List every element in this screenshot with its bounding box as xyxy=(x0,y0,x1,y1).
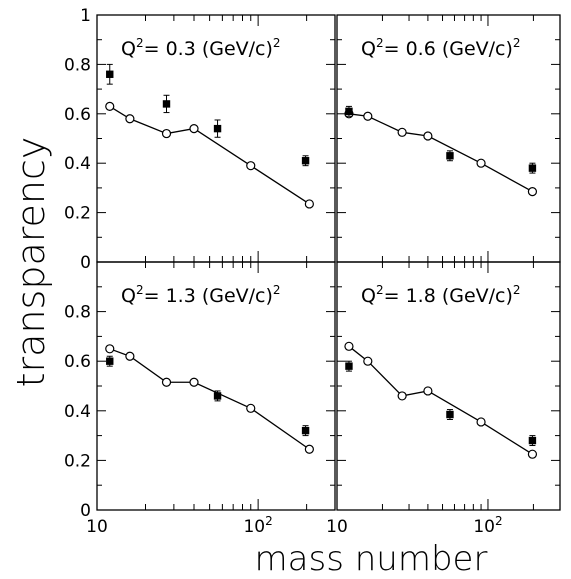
panels: 0 0.2 0.4 0.6 0.8 1 Q2= 0.3 (GeV/c)2 Q2= 0.6 (G… xyxy=(64,6,561,537)
data-point xyxy=(345,107,353,116)
series-1 xyxy=(344,109,538,197)
model-point xyxy=(363,111,373,121)
x-axis-title: mass number xyxy=(255,539,488,579)
data-point xyxy=(106,357,114,365)
model-point xyxy=(105,101,115,111)
series-2 xyxy=(345,105,537,174)
model-point xyxy=(476,158,486,168)
series-1 xyxy=(105,101,314,209)
panel-1: 0 0.2 0.4 0.6 0.8 1 Q2= 0.3 (GeV/c)2 xyxy=(64,6,336,273)
panel-title: Q2= 0.3 (GeV/c)2 xyxy=(121,36,281,60)
y-axis-title: transparency xyxy=(9,137,53,388)
y-tick-label: 0.8 xyxy=(64,55,91,75)
y-tick-label: 0.2 xyxy=(64,451,91,471)
series-line xyxy=(348,345,533,455)
x-tick-label: 10 xyxy=(86,517,108,537)
x-tick-label: 102 xyxy=(243,514,272,537)
series-2 xyxy=(345,360,537,447)
series-2 xyxy=(106,63,310,167)
y-tick-label: 0 xyxy=(80,253,91,273)
panel-title: Q2= 1.8 (GeV/c)2 xyxy=(361,283,521,307)
model-point xyxy=(397,391,407,401)
panel-3: 0 0.2 0.4 0.6 0.8 10 102 Q2= 1.3 (GeV/c)2 xyxy=(64,261,336,537)
y-tick-label: 0.4 xyxy=(64,154,91,174)
series-line xyxy=(109,348,310,450)
series-2 xyxy=(106,355,310,437)
x-tick-label: 102 xyxy=(473,514,502,537)
y-tick-label: 0.2 xyxy=(64,204,91,224)
y-tick-label: 0.4 xyxy=(64,402,91,422)
model-point xyxy=(363,356,373,366)
model-point xyxy=(246,403,256,413)
y-tick-label: 0.6 xyxy=(64,352,91,372)
model-point xyxy=(125,351,135,361)
y-tick-label: 1 xyxy=(80,6,91,26)
data-point xyxy=(213,392,222,400)
model-point xyxy=(161,377,172,387)
x-tick-label: 10 xyxy=(326,517,348,537)
model-point xyxy=(527,449,538,459)
data-point xyxy=(528,164,537,172)
data-point xyxy=(213,124,222,133)
model-point xyxy=(105,344,115,354)
y-tick-label: 0.8 xyxy=(64,303,91,323)
y-tick-label: 0 xyxy=(80,501,91,521)
series-1 xyxy=(344,341,538,459)
model-point xyxy=(423,386,433,396)
panel-2: Q2= 0.6 (GeV/c)2 xyxy=(336,14,561,263)
y-tick-label: 0.6 xyxy=(64,105,91,125)
model-point xyxy=(189,377,199,387)
data-point xyxy=(301,157,310,165)
data-point xyxy=(528,436,537,445)
data-point xyxy=(345,362,353,370)
data-point xyxy=(301,426,310,435)
model-point xyxy=(246,161,256,171)
data-point xyxy=(446,410,454,419)
data-point xyxy=(446,152,454,160)
model-point xyxy=(125,114,135,124)
panel-4: 10 102 Q2= 1.8 (GeV/c)2 xyxy=(326,261,561,537)
model-point xyxy=(397,127,407,137)
series-1 xyxy=(105,344,314,454)
series-line xyxy=(348,113,533,193)
model-point xyxy=(304,444,314,454)
panel-title: Q2= 1.3 (GeV/c)2 xyxy=(121,283,281,307)
model-point xyxy=(161,128,172,139)
model-point xyxy=(189,124,199,134)
model-point xyxy=(304,199,314,209)
model-point xyxy=(476,417,486,427)
model-point xyxy=(423,131,433,141)
model-point xyxy=(344,341,354,351)
series-line xyxy=(109,105,310,205)
panel-title: Q2= 0.6 (GeV/c)2 xyxy=(361,36,521,60)
model-point xyxy=(527,187,538,197)
data-point xyxy=(106,70,114,78)
data-point xyxy=(162,100,171,108)
